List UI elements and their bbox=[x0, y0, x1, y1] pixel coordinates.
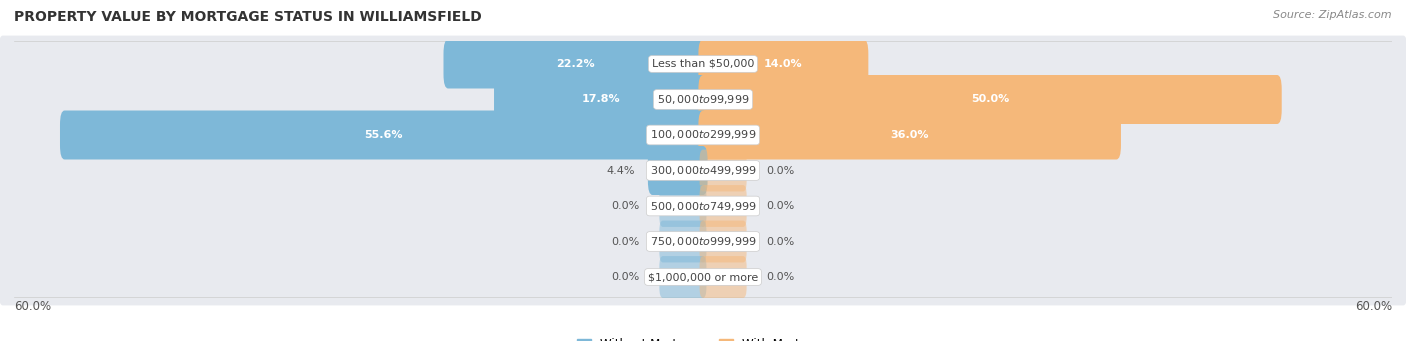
Text: 0.0%: 0.0% bbox=[766, 272, 794, 282]
FancyBboxPatch shape bbox=[659, 256, 706, 298]
Text: 17.8%: 17.8% bbox=[582, 94, 620, 104]
Text: 0.0%: 0.0% bbox=[612, 201, 640, 211]
Text: 0.0%: 0.0% bbox=[612, 237, 640, 247]
FancyBboxPatch shape bbox=[700, 185, 747, 227]
Text: $50,000 to $99,999: $50,000 to $99,999 bbox=[657, 93, 749, 106]
FancyBboxPatch shape bbox=[699, 110, 1121, 160]
FancyBboxPatch shape bbox=[0, 213, 1406, 270]
FancyBboxPatch shape bbox=[699, 40, 869, 89]
Text: 55.6%: 55.6% bbox=[364, 130, 404, 140]
Text: $300,000 to $499,999: $300,000 to $499,999 bbox=[650, 164, 756, 177]
FancyBboxPatch shape bbox=[0, 107, 1406, 163]
FancyBboxPatch shape bbox=[659, 185, 706, 227]
Text: 0.0%: 0.0% bbox=[766, 237, 794, 247]
FancyBboxPatch shape bbox=[700, 256, 747, 298]
Text: 0.0%: 0.0% bbox=[766, 201, 794, 211]
FancyBboxPatch shape bbox=[494, 75, 707, 124]
Text: 0.0%: 0.0% bbox=[766, 165, 794, 176]
FancyBboxPatch shape bbox=[699, 75, 1282, 124]
FancyBboxPatch shape bbox=[0, 35, 1406, 92]
Text: Less than $50,000: Less than $50,000 bbox=[652, 59, 754, 69]
FancyBboxPatch shape bbox=[60, 110, 707, 160]
Text: 22.2%: 22.2% bbox=[557, 59, 595, 69]
Text: 60.0%: 60.0% bbox=[1355, 300, 1392, 313]
FancyBboxPatch shape bbox=[0, 249, 1406, 306]
Text: $750,000 to $999,999: $750,000 to $999,999 bbox=[650, 235, 756, 248]
Legend: Without Mortgage, With Mortgage: Without Mortgage, With Mortgage bbox=[576, 338, 830, 341]
Text: 60.0%: 60.0% bbox=[14, 300, 51, 313]
Text: $100,000 to $299,999: $100,000 to $299,999 bbox=[650, 129, 756, 142]
Text: 4.4%: 4.4% bbox=[607, 165, 636, 176]
Text: 14.0%: 14.0% bbox=[763, 59, 803, 69]
Text: $1,000,000 or more: $1,000,000 or more bbox=[648, 272, 758, 282]
FancyBboxPatch shape bbox=[0, 71, 1406, 128]
FancyBboxPatch shape bbox=[443, 40, 707, 89]
FancyBboxPatch shape bbox=[700, 221, 747, 263]
Text: 36.0%: 36.0% bbox=[890, 130, 929, 140]
Text: 0.0%: 0.0% bbox=[612, 272, 640, 282]
Text: $500,000 to $749,999: $500,000 to $749,999 bbox=[650, 199, 756, 212]
FancyBboxPatch shape bbox=[648, 146, 707, 195]
FancyBboxPatch shape bbox=[0, 178, 1406, 234]
FancyBboxPatch shape bbox=[659, 221, 706, 263]
Text: PROPERTY VALUE BY MORTGAGE STATUS IN WILLIAMSFIELD: PROPERTY VALUE BY MORTGAGE STATUS IN WIL… bbox=[14, 10, 482, 24]
FancyBboxPatch shape bbox=[0, 142, 1406, 199]
Text: Source: ZipAtlas.com: Source: ZipAtlas.com bbox=[1274, 10, 1392, 20]
Text: 50.0%: 50.0% bbox=[972, 94, 1010, 104]
FancyBboxPatch shape bbox=[700, 150, 747, 191]
